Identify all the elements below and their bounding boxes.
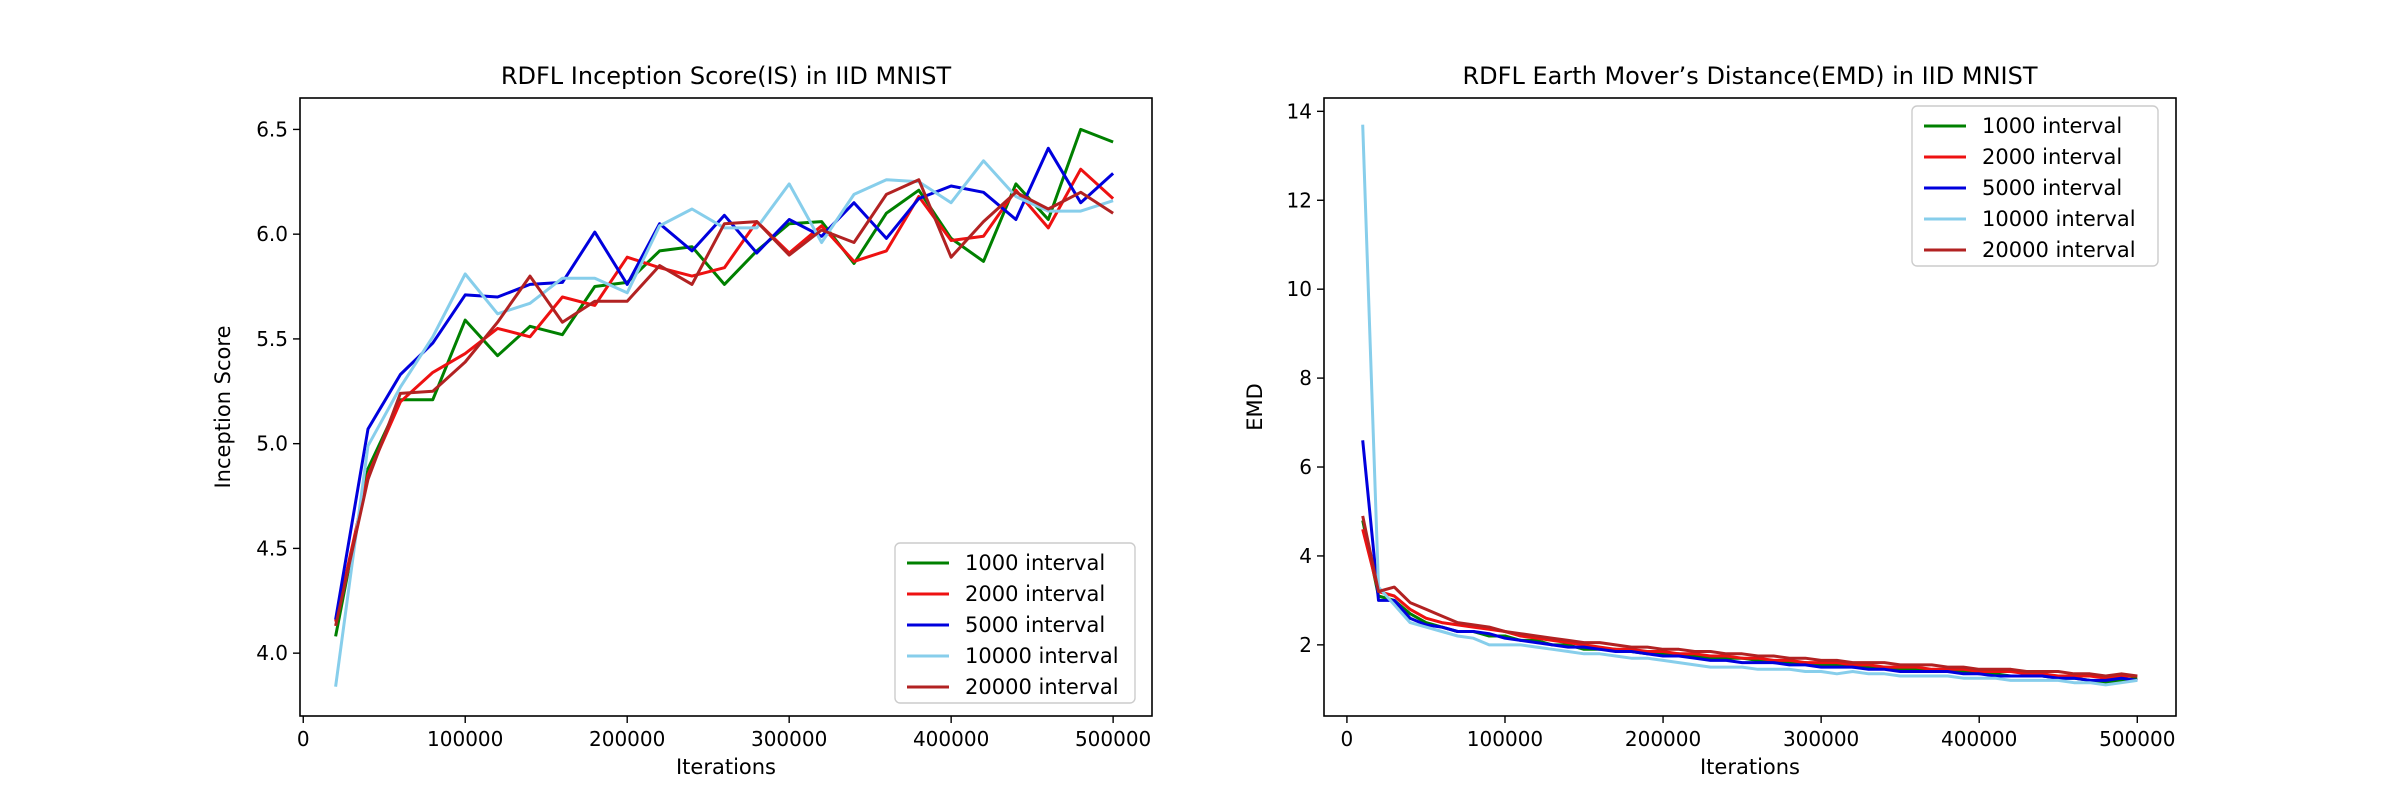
x-tick-label: 100000	[1467, 727, 1543, 751]
y-tick-label: 5.0	[256, 432, 288, 456]
x-tick-label: 500000	[2099, 727, 2175, 751]
plot-frame	[1323, 97, 2177, 717]
series-line	[1361, 440, 2138, 682]
x-tick-label: 400000	[1941, 727, 2017, 751]
y-tick-label: 6.5	[256, 117, 288, 141]
x-tick-label: 0	[297, 727, 310, 751]
legend-label: 1000 interval	[965, 551, 1105, 575]
series-line	[334, 146, 1115, 620]
legend-label: 2000 interval	[1982, 145, 2122, 169]
y-tick-label: 10	[1287, 277, 1312, 301]
x-axis-label: Iterations	[676, 755, 776, 779]
x-tick-label: 500000	[1075, 727, 1151, 751]
y-tick-label: 4.5	[256, 536, 288, 560]
legend-label: 20000 interval	[1982, 238, 2136, 262]
legend-label: 5000 interval	[965, 613, 1105, 637]
legend: 1000 interval 2000 interval 5000 interval 1…	[894, 542, 1136, 704]
y-tick-label: 12	[1287, 188, 1312, 212]
y-tick-label: 14	[1287, 99, 1312, 123]
y-axis-label: EMD	[1243, 383, 1267, 431]
series-line	[1361, 124, 2138, 687]
x-axis-label: Iterations	[1700, 755, 1800, 779]
legend-box	[1911, 105, 2159, 267]
x-tick-label: 300000	[751, 727, 827, 751]
chart-title: RDFL Inception Score(IS) in IID MNIST	[501, 62, 952, 90]
legend: 1000 interval 2000 interval 5000 interval 1…	[1911, 105, 2159, 267]
emd-chart: RDFL Earth Mover’s Distance(EMD) in IID …	[1243, 62, 2177, 779]
x-tick-label: 200000	[1625, 727, 1701, 751]
legend-label: 1000 interval	[1982, 114, 2122, 138]
y-tick-label: 4	[1299, 544, 1312, 568]
chart-title: RDFL Earth Mover’s Distance(EMD) in IID …	[1463, 62, 2038, 90]
y-tick-label: 5.5	[256, 327, 288, 351]
y-tick-label: 4.0	[256, 641, 288, 665]
series-line	[1361, 515, 2138, 678]
y-axis-label: Inception Score	[211, 325, 235, 488]
x-tick-label: 300000	[1783, 727, 1859, 751]
y-tick-label: 8	[1299, 366, 1312, 390]
x-tick-label: 400000	[913, 727, 989, 751]
y-tick-label: 6.0	[256, 222, 288, 246]
legend-label: 10000 interval	[965, 644, 1119, 668]
legend-label: 10000 interval	[1982, 207, 2136, 231]
x-tick-label: 0	[1341, 727, 1354, 751]
legend-label: 20000 interval	[965, 675, 1119, 699]
x-tick-label: 100000	[427, 727, 503, 751]
series-line	[334, 178, 1114, 627]
legend-label: 5000 interval	[1982, 176, 2122, 200]
legend-label: 2000 interval	[965, 582, 1105, 606]
series-line	[1361, 528, 2138, 680]
plot-frame	[299, 97, 1153, 717]
series-line	[334, 159, 1114, 687]
legend-box	[894, 542, 1136, 704]
y-tick-label: 2	[1299, 633, 1312, 657]
inception-score-chart: RDFL Inception Score(IS) in IID MNIST 0 10…	[211, 62, 1153, 779]
y-tick-label: 6	[1299, 455, 1312, 479]
series-line	[334, 127, 1114, 637]
x-tick-label: 200000	[589, 727, 665, 751]
series-line	[334, 167, 1115, 623]
